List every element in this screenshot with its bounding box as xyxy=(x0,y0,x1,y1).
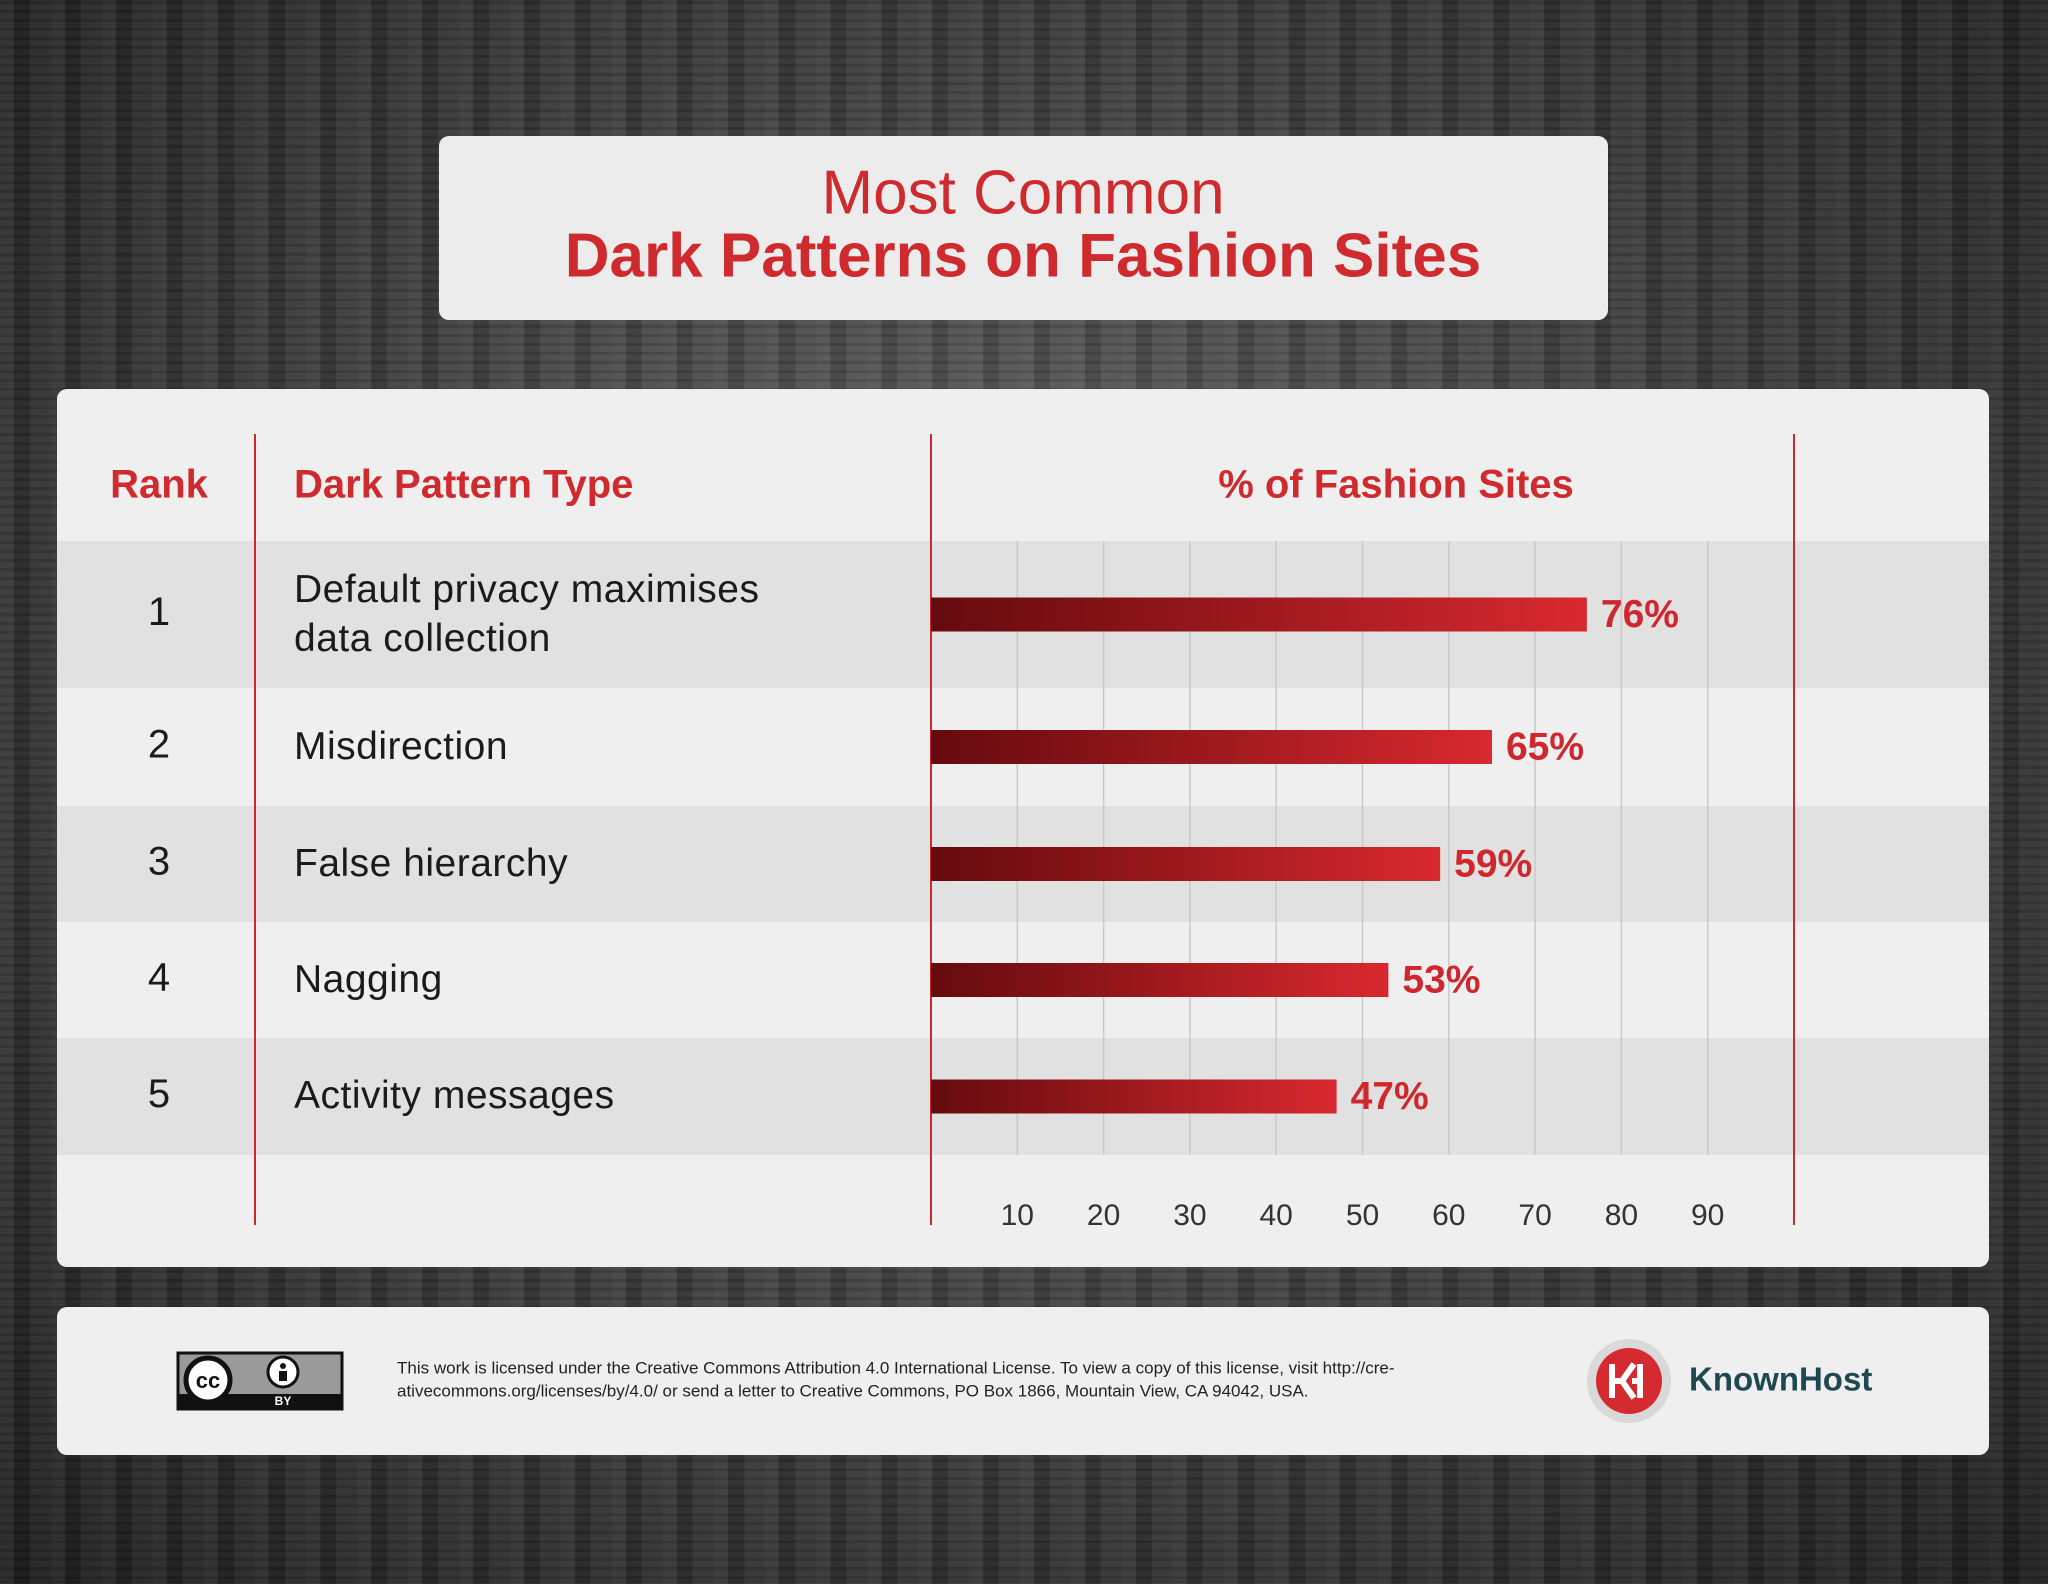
x-tick-label: 10 xyxy=(1001,1199,1034,1232)
cc-text: cc xyxy=(196,1368,220,1393)
value-label: 59% xyxy=(1454,842,1532,885)
brand-logo xyxy=(1596,1348,1662,1414)
x-tick-label: 30 xyxy=(1173,1199,1206,1232)
rank-label: 1 xyxy=(148,590,170,634)
by-text: BY xyxy=(275,1394,292,1408)
chart-title: Most Common xyxy=(821,158,1224,227)
brand-name: KnownHost xyxy=(1689,1361,1872,1398)
x-tick-label: 60 xyxy=(1432,1199,1465,1232)
by-icon-body xyxy=(279,1371,287,1381)
cc-icon xyxy=(183,1355,233,1405)
license-text: This work is licensed under the Creative… xyxy=(397,1358,1395,1377)
x-tick-label: 40 xyxy=(1260,1199,1293,1232)
bar xyxy=(931,963,1389,997)
rank-label: 5 xyxy=(148,1072,170,1116)
bar xyxy=(931,847,1441,881)
category-label: Nagging xyxy=(294,957,443,1001)
value-label: 65% xyxy=(1506,725,1584,768)
title-box xyxy=(439,136,1608,320)
bar xyxy=(931,1079,1337,1114)
value-label: 53% xyxy=(1402,958,1480,1001)
value-label: 47% xyxy=(1351,1075,1429,1118)
x-tick-label: 20 xyxy=(1087,1199,1120,1232)
brand-logo-mark xyxy=(1609,1362,1643,1400)
x-tick-label: 90 xyxy=(1691,1199,1724,1232)
x-tick-label: 50 xyxy=(1346,1199,1379,1232)
license-text: ativecommons.org/licenses/by/4.0/ or sen… xyxy=(397,1381,1309,1400)
value-label: 76% xyxy=(1601,593,1679,636)
bar xyxy=(931,730,1492,764)
chart-title: Dark Patterns on Fashion Sites xyxy=(565,221,1481,290)
rank-label: 4 xyxy=(148,956,170,1000)
rank-label: 2 xyxy=(148,723,170,767)
x-tick-label: 80 xyxy=(1605,1199,1638,1232)
column-header: Rank xyxy=(110,463,209,507)
footer-panel xyxy=(57,1307,1989,1455)
column-header: % of Fashion Sites xyxy=(1218,463,1574,507)
category-label: False hierarchy xyxy=(294,841,569,885)
category-label: Misdirection xyxy=(294,724,509,768)
category-label: Activity messages xyxy=(294,1074,615,1118)
rank-label: 3 xyxy=(148,840,170,884)
column-header: Dark Pattern Type xyxy=(294,463,633,507)
by-icon-head xyxy=(280,1363,286,1369)
x-tick-label: 70 xyxy=(1518,1199,1551,1232)
category-label: Default privacy maximises data collectio… xyxy=(294,567,760,660)
bar xyxy=(931,597,1587,632)
